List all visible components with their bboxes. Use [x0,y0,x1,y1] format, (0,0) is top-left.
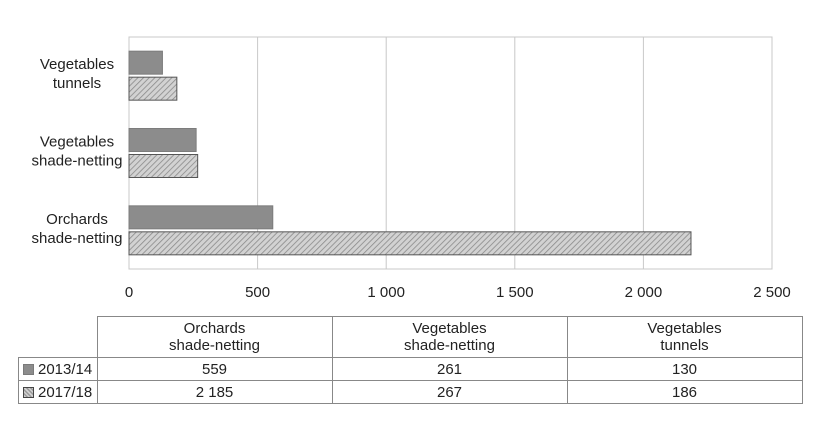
data-cell: 261 [331,357,568,381]
x-tick-label: 0 [125,284,133,301]
y-category-label: tunnels [53,75,101,92]
header-line: shade-netting [169,337,260,354]
legend-label: 2013/14 [38,360,93,378]
bar-series-2 [128,231,692,256]
data-cell: 186 [566,380,803,404]
legend-label: 2017/18 [38,383,93,401]
header-line: shade-netting [404,337,495,354]
y-category-label: Orchards [46,211,108,228]
data-cell: 130 [566,357,803,381]
legend-entry-2013-14: 2013/14 [18,357,98,381]
bar-series-1 [128,128,197,152]
legend-swatch-solid [23,363,34,375]
x-tick-label: 1 500 [496,284,534,301]
category-axis-labels: Orchards shade-netting Vegetables shade-net… [32,56,123,247]
data-table-header-row: Orchards shade-netting Vegetables shade-… [18,316,803,358]
legend-entry-2017-18: 2017/18 [18,380,98,404]
y-category-label: shade-netting [32,153,123,170]
data-cell: 2 185 [96,380,333,404]
legend-swatch-hatched [23,386,34,398]
data-cell: 267 [331,380,568,404]
x-tick-label: 2 000 [625,284,663,301]
plot-area [128,36,773,270]
header-line: Vegetables [412,320,487,337]
data-table: Orchards shade-netting Vegetables shade-… [18,316,803,404]
x-tick-label: 1 000 [367,284,405,301]
header-line: Vegetables [647,320,722,337]
data-table-row-2017-18: 2017/18 2 185 267 186 [18,380,803,404]
y-category-label: shade-netting [32,230,123,247]
bar-series-2 [128,154,199,178]
x-tick-label: 500 [245,284,270,301]
bar-series-1 [128,205,274,230]
bar-series-1 [128,50,163,75]
data-table-header-vegetables-shade: Vegetables shade-netting [331,316,568,358]
y-category-label: Vegetables [40,56,114,73]
x-tick-label: 2 500 [753,284,791,301]
data-table-corner [18,316,98,358]
bar-series-2 [128,76,178,101]
data-cell: 559 [96,357,333,381]
data-table-header-vegetables-tunnels: Vegetables tunnels [566,316,803,358]
y-category-label: Vegetables [40,134,114,151]
value-axis-labels: 0 500 1 000 1 500 2 000 2 500 [125,284,791,301]
data-table-header-orchards-shade: Orchards shade-netting [96,316,333,358]
data-table-row-2013-14: 2013/14 559 261 130 [18,357,803,381]
bar-series [128,50,692,256]
gridlines [257,37,644,269]
header-line: Orchards [183,320,246,337]
header-line: tunnels [660,337,709,354]
bar-chart: Orchards shade-netting Vegetables shade-net… [32,36,791,301]
